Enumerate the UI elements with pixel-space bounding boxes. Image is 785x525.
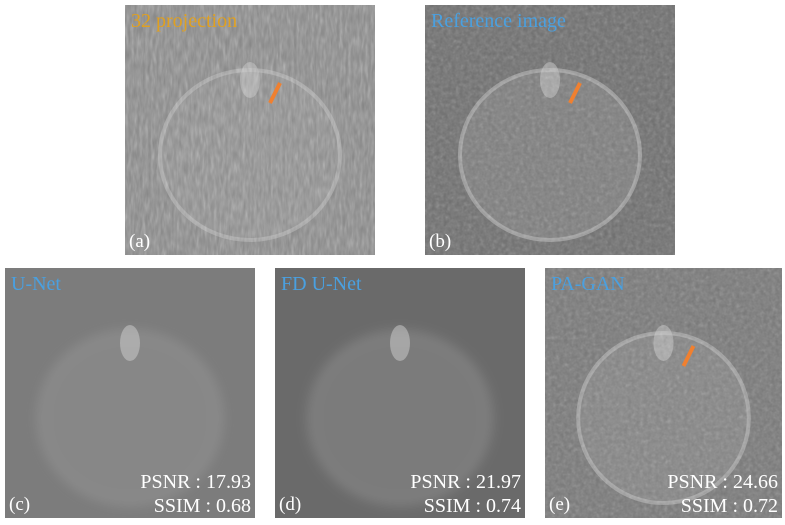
texture xyxy=(125,5,375,255)
panel-tag: (c) xyxy=(9,494,30,515)
panel-title: Reference image xyxy=(431,10,566,32)
panel-title: PA-GAN xyxy=(551,273,625,295)
organ xyxy=(390,325,410,361)
metric: SSIM : 0.68 xyxy=(154,495,251,517)
organ xyxy=(120,325,140,361)
panel-title: U-Net xyxy=(11,273,61,295)
metric: PSNR : 17.93 xyxy=(140,471,251,493)
metric: SSIM : 0.74 xyxy=(424,495,521,517)
metric: PSNR : 21.97 xyxy=(410,471,521,493)
figure: 32 projection (a) Reference image (b) U-Net (… xyxy=(0,0,785,525)
panel-title: 32 projection xyxy=(131,10,237,32)
panel-title: FD U-Net xyxy=(281,273,362,295)
panel-tag: (d) xyxy=(279,494,301,515)
metric: PSNR : 24.66 xyxy=(667,471,778,493)
panel-tag: (e) xyxy=(549,494,570,515)
image-panel: 32 projection (a) xyxy=(125,5,375,255)
image-panel: Reference image (b) xyxy=(425,5,675,255)
texture xyxy=(425,5,675,255)
metric: SSIM : 0.72 xyxy=(681,495,778,517)
panel-tag: (a) xyxy=(129,231,150,252)
panel-tag: (b) xyxy=(429,231,451,252)
